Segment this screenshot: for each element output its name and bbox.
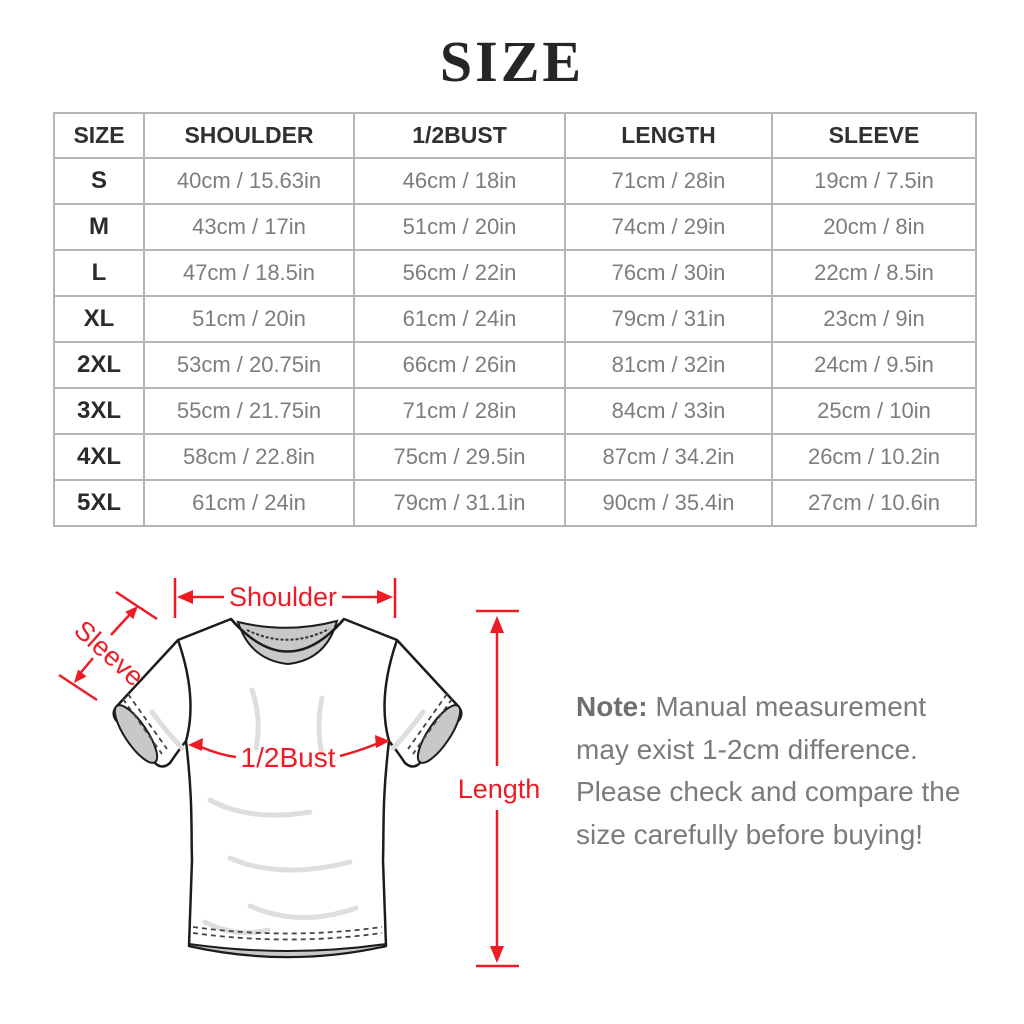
measurement-cell: 71cm / 28in xyxy=(564,157,773,205)
sleeve-arrow xyxy=(58,590,158,702)
measurement-cell: 19cm / 7.5in xyxy=(771,157,977,205)
measurement-cell: 79cm / 31.1in xyxy=(353,479,566,527)
length-label: Length xyxy=(458,774,541,804)
table-row: L 47cm / 18.5in 56cm / 22in 76cm / 30in … xyxy=(53,249,977,297)
measurement-cell: 90cm / 35.4in xyxy=(564,479,773,527)
note-label: Note: xyxy=(576,691,648,722)
measurement-cell: 47cm / 18.5in xyxy=(143,249,355,297)
measurement-cell: 25cm / 10in xyxy=(771,387,977,435)
column-header-length: LENGTH xyxy=(564,112,773,159)
tshirt-illustration xyxy=(112,617,463,959)
size-cell: 4XL xyxy=(53,433,145,481)
table-row: 2XL 53cm / 20.75in 66cm / 26in 81cm / 32… xyxy=(53,341,977,389)
bust-label: 1/2Bust xyxy=(241,742,336,773)
size-cell: M xyxy=(53,203,145,251)
measurement-cell: 75cm / 29.5in xyxy=(353,433,566,481)
table-row: 5XL 61cm / 24in 79cm / 31.1in 90cm / 35.… xyxy=(53,479,977,527)
measurement-cell: 58cm / 22.8in xyxy=(143,433,355,481)
measurement-cell: 79cm / 31in xyxy=(564,295,773,343)
table-row: 4XL 58cm / 22.8in 75cm / 29.5in 87cm / 3… xyxy=(53,433,977,481)
column-header-shoulder: SHOULDER xyxy=(143,112,355,159)
tshirt-measurement-diagram: Shoulder Sleeve 1/2Bust Length xyxy=(58,578,541,968)
bust-arrow xyxy=(188,735,390,759)
table-row: S 40cm / 15.63in 46cm / 18in 71cm / 28in… xyxy=(53,157,977,205)
measurement-cell: 40cm / 15.63in xyxy=(143,157,355,205)
table-row: XL 51cm / 20in 61cm / 24in 79cm / 31in 2… xyxy=(53,295,977,343)
measurement-cell: 20cm / 8in xyxy=(771,203,977,251)
measurement-cell: 87cm / 34.2in xyxy=(564,433,773,481)
column-header-size: SIZE xyxy=(53,112,145,159)
size-cell: L xyxy=(53,249,145,297)
measurement-cell: 84cm / 33in xyxy=(564,387,773,435)
shoulder-label: Shoulder xyxy=(229,582,337,612)
length-arrow xyxy=(476,609,519,968)
table-row: M 43cm / 17in 51cm / 20in 74cm / 29in 20… xyxy=(53,203,977,251)
measurement-cell: 71cm / 28in xyxy=(353,387,566,435)
measurement-cell: 27cm / 10.6in xyxy=(771,479,977,527)
measurement-cell: 53cm / 20.75in xyxy=(143,341,355,389)
measurement-cell: 46cm / 18in xyxy=(353,157,566,205)
measurement-cell: 23cm / 9in xyxy=(771,295,977,343)
fabric-wrinkles xyxy=(149,687,426,936)
measurement-cell: 24cm / 9.5in xyxy=(771,341,977,389)
measurement-cell: 43cm / 17in xyxy=(143,203,355,251)
column-header-bust: 1/2BUST xyxy=(353,112,566,159)
measurement-cell: 56cm / 22in xyxy=(353,249,566,297)
collar xyxy=(230,618,345,666)
measurement-cell: 26cm / 10.2in xyxy=(771,433,977,481)
sleeve-label: Sleeve xyxy=(68,615,149,693)
measurement-cell: 61cm / 24in xyxy=(353,295,566,343)
size-cell: 2XL xyxy=(53,341,145,389)
measurement-annotations xyxy=(58,578,519,968)
note-block: Note: Manual measurement may exist 1-2cm… xyxy=(576,686,976,856)
shoulder-arrow xyxy=(173,578,397,618)
table-header-row: SIZE SHOULDER 1/2BUST LENGTH SLEEVE xyxy=(53,112,977,159)
table-row: 3XL 55cm / 21.75in 71cm / 28in 84cm / 33… xyxy=(53,387,977,435)
measurement-cell: 76cm / 30in xyxy=(564,249,773,297)
size-cell: S xyxy=(53,157,145,205)
column-header-sleeve: SLEEVE xyxy=(771,112,977,159)
measurement-cell: 51cm / 20in xyxy=(143,295,355,343)
measurement-cell: 51cm / 20in xyxy=(353,203,566,251)
measurement-cell: 22cm / 8.5in xyxy=(771,249,977,297)
size-cell: 5XL xyxy=(53,479,145,527)
size-cell: XL xyxy=(53,295,145,343)
measurement-cell: 61cm / 24in xyxy=(143,479,355,527)
page-title: SIZE xyxy=(439,29,585,94)
sleeve-cuffs xyxy=(113,693,462,764)
measurement-cell: 55cm / 21.75in xyxy=(143,387,355,435)
size-table: SIZE SHOULDER 1/2BUST LENGTH SLEEVE S 40… xyxy=(53,112,977,527)
measurement-cell: 81cm / 32in xyxy=(564,341,773,389)
size-cell: 3XL xyxy=(53,387,145,435)
hem xyxy=(188,926,387,958)
measurement-cell: 74cm / 29in xyxy=(564,203,773,251)
measurement-cell: 66cm / 26in xyxy=(353,341,566,389)
note-text: Manual measurement may exist 1-2cm diffe… xyxy=(576,691,961,850)
